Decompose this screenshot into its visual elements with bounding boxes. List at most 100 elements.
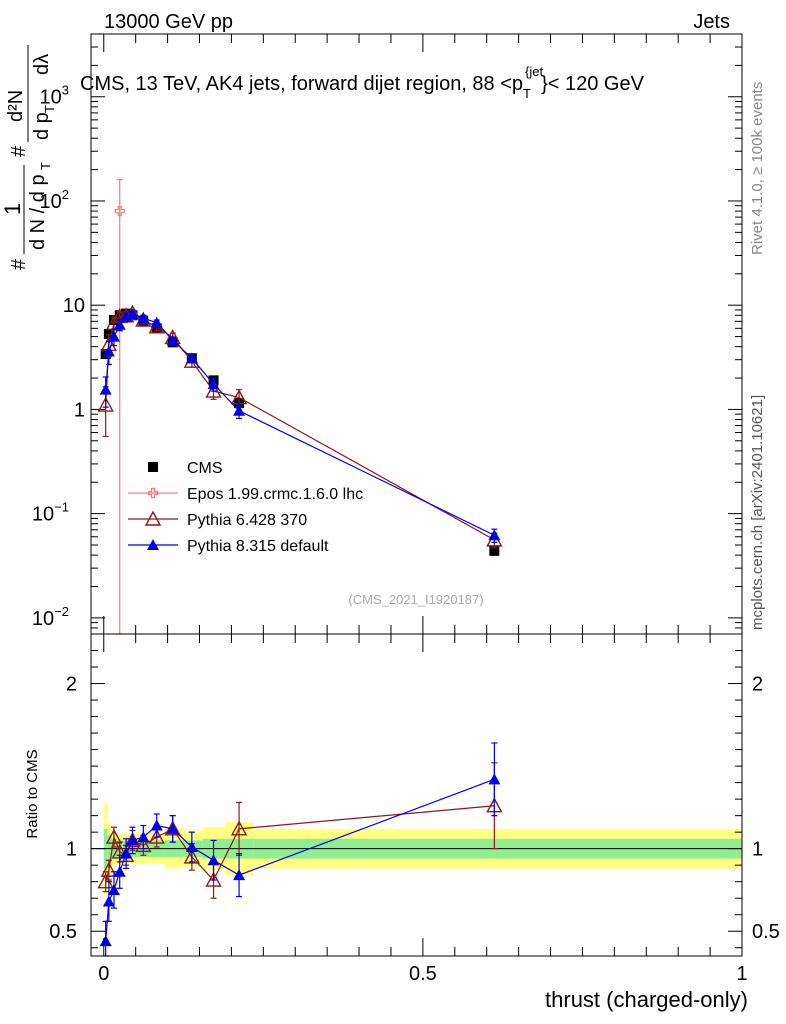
ytick-base: 10: [40, 191, 62, 213]
point: [205, 382, 222, 398]
ratio-point: [135, 836, 152, 853]
rivet-label: Rivet 4.1.0, ≥ 100k events: [749, 82, 766, 255]
ylabel-den-sub: T: [38, 162, 53, 170]
ylabel-hash2: #: [8, 145, 30, 157]
legend-item: Pythia 6.428 370: [128, 510, 307, 529]
title-end: }< 120 GeV: [541, 73, 645, 95]
ratio-ytick-label: 2: [66, 674, 77, 696]
ylabel-num: d²N: [5, 90, 27, 122]
ytick-base: 10: [32, 504, 54, 526]
ytick-label: 103: [40, 83, 69, 109]
point: [166, 334, 179, 346]
ratio-point: [185, 841, 198, 853]
point: [233, 404, 246, 416]
ytick-exp: 3: [62, 83, 69, 98]
ratio-point: [488, 773, 501, 785]
ratio-point: [166, 822, 179, 834]
ylabel-one: 1: [0, 203, 25, 215]
chart-title: CMS, 13 TeV, AK4 jets, forward dijet reg…: [80, 64, 645, 101]
point: [97, 396, 114, 412]
title-sub: T: [523, 86, 531, 101]
ratio-point: [207, 854, 220, 866]
legend-item: Pythia 8.315 default: [128, 538, 329, 555]
point: [185, 352, 198, 364]
point: [137, 312, 150, 324]
point: [107, 330, 120, 342]
ratio-ytick-label: 1: [66, 839, 77, 861]
title-main: CMS, 13 TeV, AK4 jets, forward dijet reg…: [80, 73, 523, 95]
ytick-label: 10: [63, 295, 85, 317]
ylabel-lambda: dλ: [31, 54, 53, 75]
point: [126, 308, 139, 320]
point: [102, 345, 115, 357]
xtick-label: 0.5: [409, 963, 437, 985]
ytick-base: 10: [40, 87, 62, 109]
ratio-point: [148, 828, 165, 844]
legend-marker: [147, 487, 159, 499]
ratio-ylabel: Ratio to CMS: [24, 749, 41, 838]
ratio-point: [113, 865, 126, 877]
point: [150, 316, 163, 328]
ratio-point: [102, 895, 115, 907]
ylabel-frac-sub: T: [42, 105, 57, 113]
ratio-point: [205, 871, 222, 887]
source-label: mcplots.cern.ch [arXiv:2401.10621]: [749, 395, 766, 630]
legend-marker: [148, 462, 158, 472]
ratio-series-1: [99, 742, 501, 957]
point: [113, 318, 126, 330]
point: [207, 378, 220, 390]
legend-marker: [147, 539, 159, 550]
ytick-exp: −2: [54, 604, 69, 619]
ylabel-hash: #: [8, 258, 30, 270]
point: [488, 529, 501, 541]
ratio-point: [137, 831, 150, 843]
ytick-label: 10−1: [32, 500, 69, 526]
legend-marker: [144, 510, 162, 526]
point: [114, 205, 125, 217]
energy-label: 13000 GeV pp: [104, 11, 233, 33]
ratio-point: [105, 828, 123, 844]
ytick-exp: −1: [54, 500, 69, 515]
legend: CMS Epos 1.99.crmc.1.6.0 lhc Pythia 6.428 …: [128, 460, 363, 555]
ratio-ytick-label-right: 0.5: [752, 921, 780, 943]
ratio-ytick-label-right: 2: [752, 674, 763, 696]
ytick-base: 10: [32, 608, 54, 630]
ratio-point: [183, 848, 201, 864]
ytick-label: 1: [74, 399, 85, 421]
ratio-ytick-label-right: 1: [752, 839, 763, 861]
legend-label: CMS: [187, 460, 223, 477]
title-sup: {jet: [525, 64, 543, 79]
legend-label: Pythia 6.428 370: [187, 512, 307, 529]
point: [120, 311, 133, 323]
series-1: [114, 179, 125, 635]
xlabel: thrust (charged-only): [545, 987, 748, 1012]
ratio-bands: [91, 802, 742, 895]
ratio-point: [233, 869, 246, 881]
point: [103, 328, 114, 339]
ratio-xticks: 0 0.5 1: [98, 634, 748, 985]
main-xticks: [103, 34, 743, 634]
xtick-label: 1: [736, 963, 747, 985]
series-line: [105, 312, 495, 541]
point: [99, 383, 112, 395]
legend-label: Epos 1.99.crmc.1.6.0 lhc: [187, 486, 363, 503]
ratio-point: [126, 834, 139, 846]
ratio-point: [230, 820, 248, 836]
ylabel-frac-den: d p: [31, 112, 53, 140]
ratio-panel: 0.5 0.51 12 2 0 0.5 1 Ratio to CMS: [24, 633, 780, 985]
watermark: (CMS_2021_I1920187): [348, 592, 483, 607]
ytick-label: 10−2: [32, 604, 69, 630]
legend-item: Epos 1.99.crmc.1.6.0 lhc: [128, 486, 363, 503]
point: [489, 545, 500, 556]
xtick-label: 0: [98, 963, 109, 985]
main-series: [97, 179, 503, 635]
ratio-point: [100, 861, 118, 877]
legend-label: Pythia 8.315 default: [187, 538, 329, 555]
series-3: [99, 308, 501, 543]
ytick-exp: 2: [62, 187, 69, 202]
ratio-point: [120, 847, 133, 859]
ratio-series: [97, 742, 503, 957]
